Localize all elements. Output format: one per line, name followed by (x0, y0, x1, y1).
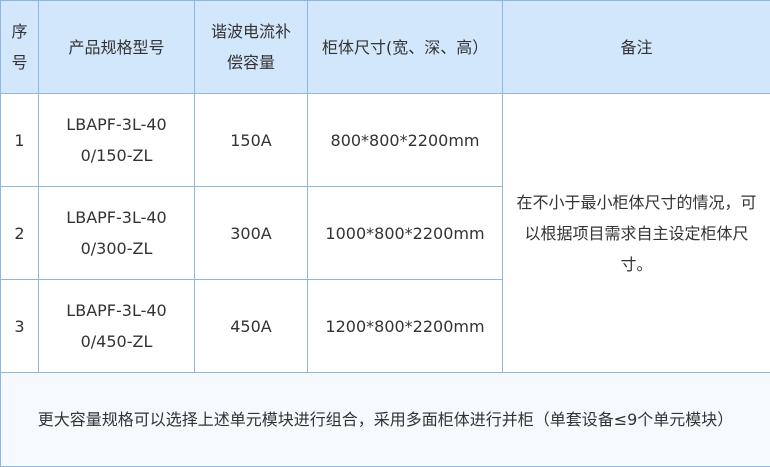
header-row: 序号 产品规格型号 谐波电流补偿容量 柜体尺寸(宽、深、高） 备注 (1, 1, 770, 94)
cell-size: 800*800*2200mm (308, 94, 503, 187)
header-size: 柜体尺寸(宽、深、高） (308, 1, 503, 94)
footer-note: 更大容量规格可以选择上述单元模块进行组合，采用多面柜体进行并柜（单套设备≤9个单… (1, 373, 770, 467)
cell-index: 1 (1, 94, 39, 187)
cell-capacity: 450A (195, 280, 308, 373)
header-remark: 备注 (503, 1, 770, 94)
footer-row: 更大容量规格可以选择上述单元模块进行组合，采用多面柜体进行并柜（单套设备≤9个单… (1, 373, 770, 467)
cell-model: LBAPF-3L-400/300-ZL (39, 187, 195, 280)
header-index: 序号 (1, 1, 39, 94)
table-row: 1 LBAPF-3L-400/150-ZL 150A 800*800*2200m… (1, 94, 770, 187)
cell-size: 1200*800*2200mm (308, 280, 503, 373)
cell-model: LBAPF-3L-400/450-ZL (39, 280, 195, 373)
cell-capacity: 300A (195, 187, 308, 280)
cell-index: 2 (1, 187, 39, 280)
cell-capacity: 150A (195, 94, 308, 187)
cell-size: 1000*800*2200mm (308, 187, 503, 280)
cell-index: 3 (1, 280, 39, 373)
cell-remark: 在不小于最小柜体尺寸的情况，可以根据项目需求自主设定柜体尺寸。 (503, 94, 770, 373)
header-capacity: 谐波电流补偿容量 (195, 1, 308, 94)
cell-model: LBAPF-3L-400/150-ZL (39, 94, 195, 187)
header-model: 产品规格型号 (39, 1, 195, 94)
